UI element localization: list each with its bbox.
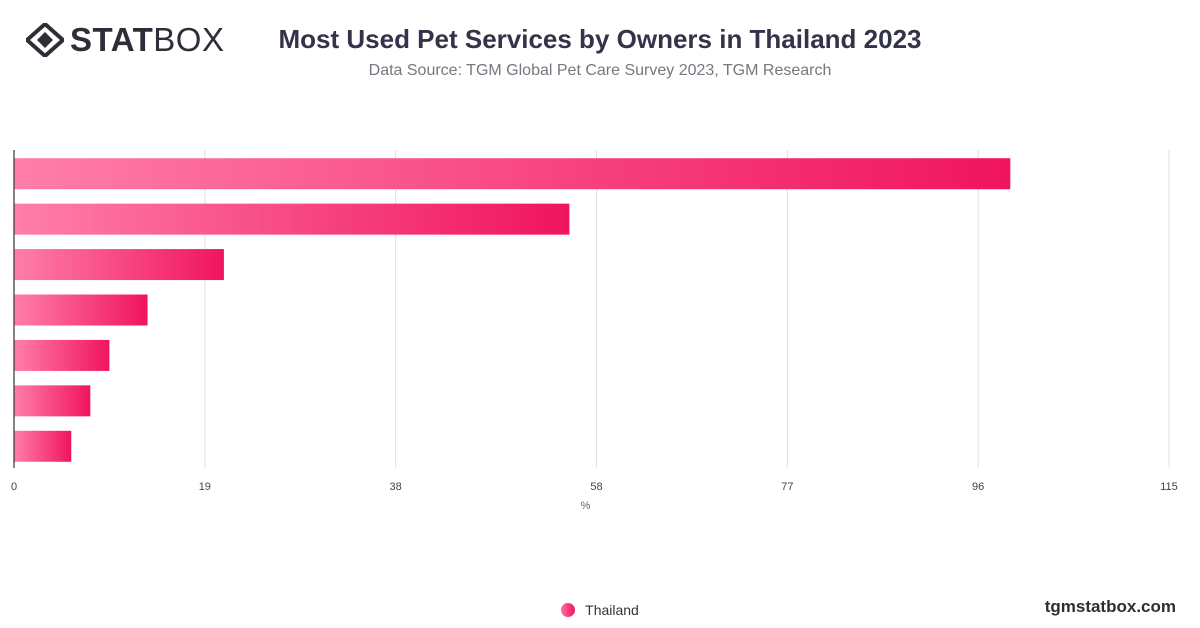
x-tick-label: 58 — [590, 481, 602, 493]
bar — [14, 430, 72, 462]
x-tick-label: 38 — [390, 481, 402, 493]
bar — [14, 385, 91, 417]
bar — [14, 249, 224, 281]
x-tick-label: 0 — [11, 481, 17, 493]
chart-title: Most Used Pet Services by Owners in Thai… — [278, 24, 922, 54]
x-tick-label: 19 — [199, 481, 211, 493]
x-axis-label: % — [581, 500, 591, 512]
logo-text-light: BOX — [153, 21, 225, 58]
chart-subtitle: Data Source: TGM Global Pet Care Survey … — [368, 62, 832, 79]
bar — [14, 158, 1011, 190]
statbox-logo: STATBOX — [26, 22, 224, 58]
x-tick-label: 96 — [972, 481, 984, 493]
bar — [14, 339, 110, 371]
bar — [14, 203, 570, 235]
logo-wordmark: STATBOX — [70, 22, 224, 58]
x-tick-label: 77 — [781, 481, 793, 493]
bar — [14, 294, 148, 326]
diamond-grid-logo-icon — [26, 23, 64, 57]
legend[interactable]: Thailand — [0, 602, 1200, 618]
legend-label: Thailand — [585, 602, 639, 618]
legend-marker — [561, 603, 576, 617]
brand-url: tgmstatbox.com — [1044, 597, 1176, 616]
logo-text-bold: STAT — [70, 21, 154, 58]
x-tick-label: 115 — [1160, 481, 1178, 493]
